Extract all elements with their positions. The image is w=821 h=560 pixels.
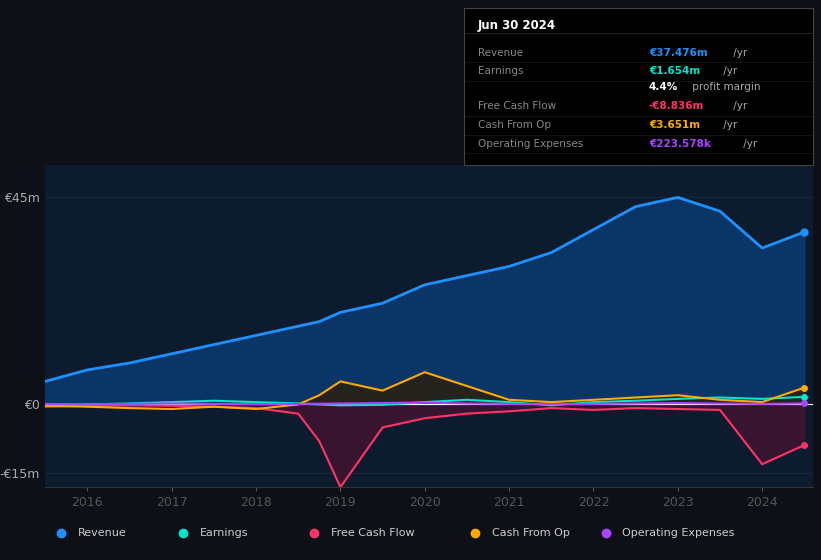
Text: profit margin: profit margin — [690, 82, 761, 92]
Text: €223.578k: €223.578k — [649, 138, 711, 148]
Text: /yr: /yr — [720, 120, 737, 130]
Text: €37.476m: €37.476m — [649, 48, 708, 58]
Text: €1.654m: €1.654m — [649, 67, 700, 76]
Text: Operating Expenses: Operating Expenses — [622, 529, 735, 538]
Text: Earnings: Earnings — [200, 529, 249, 538]
Text: Cash From Op: Cash From Op — [492, 529, 570, 538]
Text: Revenue: Revenue — [478, 48, 523, 58]
Text: Earnings: Earnings — [478, 67, 523, 76]
Text: Jun 30 2024: Jun 30 2024 — [478, 20, 556, 32]
Text: /yr: /yr — [730, 48, 747, 58]
Text: -€8.836m: -€8.836m — [649, 101, 704, 111]
Text: 4.4%: 4.4% — [649, 82, 678, 92]
Text: /yr: /yr — [730, 101, 747, 111]
Text: Revenue: Revenue — [77, 529, 126, 538]
Text: Cash From Op: Cash From Op — [478, 120, 551, 130]
Text: Free Cash Flow: Free Cash Flow — [331, 529, 415, 538]
Text: Operating Expenses: Operating Expenses — [478, 138, 583, 148]
Text: /yr: /yr — [740, 138, 757, 148]
Text: /yr: /yr — [720, 67, 737, 76]
Text: €3.651m: €3.651m — [649, 120, 700, 130]
Text: Free Cash Flow: Free Cash Flow — [478, 101, 556, 111]
